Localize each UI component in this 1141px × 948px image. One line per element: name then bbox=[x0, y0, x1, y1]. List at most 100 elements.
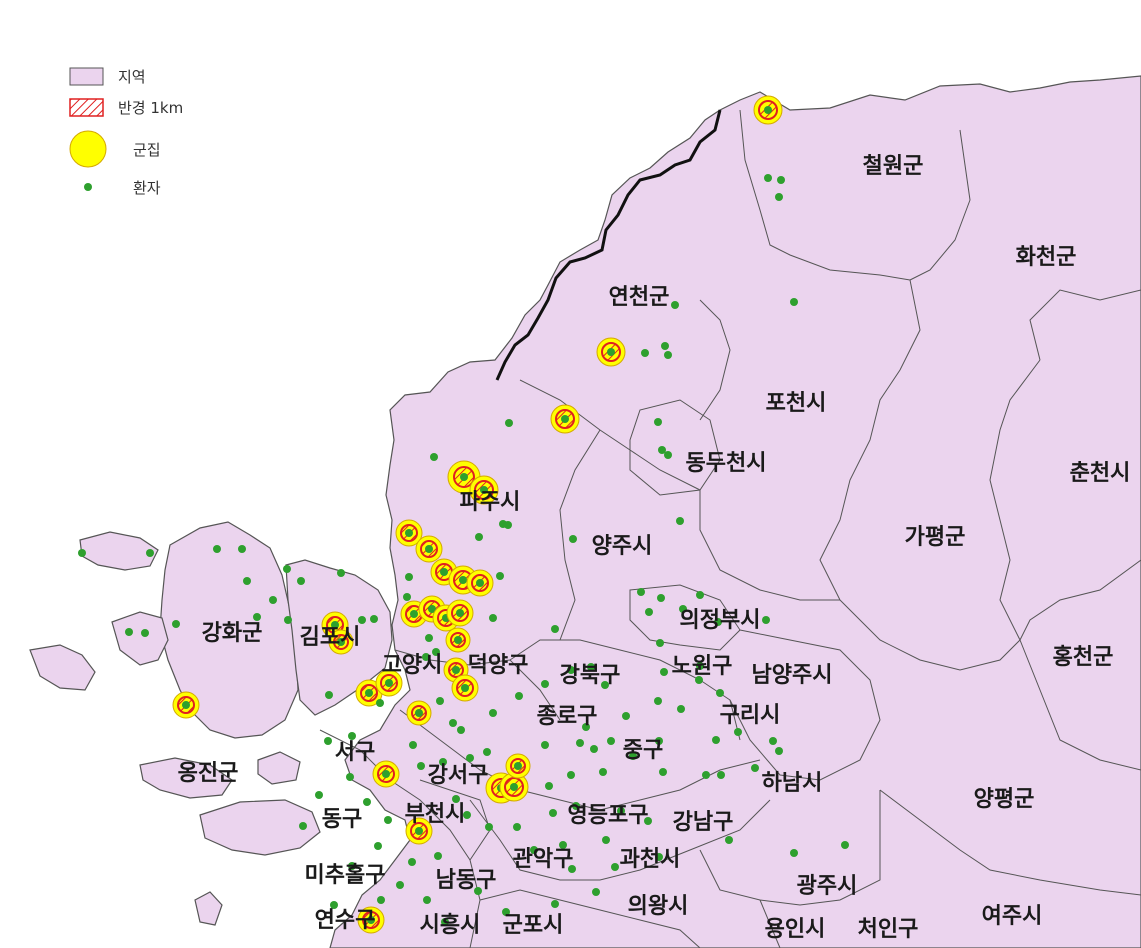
patient-dot bbox=[457, 726, 465, 734]
region-label-namdong: 남동구 bbox=[436, 868, 497, 893]
region-label-jongno: 종로구 bbox=[537, 704, 598, 729]
patient-dot bbox=[496, 572, 504, 580]
patient-dot bbox=[656, 639, 664, 647]
region-label-guri: 구리시 bbox=[720, 703, 781, 728]
patient-dot bbox=[696, 662, 704, 670]
cluster-marker bbox=[596, 337, 626, 367]
patient-dot bbox=[376, 699, 384, 707]
patient-dot bbox=[607, 737, 615, 745]
region-label-seo-gu: 서구 bbox=[335, 740, 375, 765]
patient-dot bbox=[775, 747, 783, 755]
region-label-yangpyeong: 양평군 bbox=[974, 787, 1035, 812]
patient-dot bbox=[644, 817, 652, 825]
patient-dot bbox=[515, 692, 523, 700]
region-label-yongin: 용인시 bbox=[765, 917, 826, 942]
patient-dot bbox=[172, 620, 180, 628]
boundary-uijeongbu bbox=[629, 584, 741, 651]
patient-dot bbox=[315, 791, 323, 799]
patient-dot bbox=[125, 628, 133, 636]
border-coastline bbox=[495, 109, 722, 381]
patient-dot bbox=[502, 908, 510, 916]
region-label-uijeongbu: 의정부시 bbox=[680, 608, 761, 633]
patient-dot bbox=[408, 858, 416, 866]
region-label-yeoju: 여주시 bbox=[982, 904, 1043, 929]
region-label-hanam: 하남시 bbox=[762, 771, 823, 796]
region-label-gangnam: 강남구 bbox=[673, 810, 734, 835]
region-label-jung-gu-seoul: 중구 bbox=[623, 738, 663, 763]
boundary-cheorwon-hwacheon bbox=[909, 129, 971, 281]
cluster-marker bbox=[355, 679, 383, 707]
patient-dot bbox=[545, 782, 553, 790]
region-label-hwacheon: 화천군 bbox=[1016, 245, 1077, 270]
boundary-yangpyeong-yeoju bbox=[879, 789, 1141, 896]
patient-dot bbox=[664, 451, 672, 459]
patient-dot bbox=[551, 625, 559, 633]
patient-dot bbox=[714, 618, 722, 626]
region-label-yangju: 양주시 bbox=[592, 534, 653, 559]
region-label-dong-gu: 동구 bbox=[322, 807, 362, 832]
patient-dot bbox=[541, 680, 549, 688]
region-label-chuncheon: 춘천시 bbox=[1070, 461, 1131, 486]
patient-dot bbox=[370, 615, 378, 623]
legend-buffer-swatch bbox=[69, 98, 104, 117]
patient-dot bbox=[582, 723, 590, 731]
cluster-marker bbox=[357, 906, 385, 934]
patient-dot bbox=[297, 577, 305, 585]
region-label-gwangju: 광주시 bbox=[797, 874, 858, 899]
region-label-paju: 파주시 bbox=[460, 490, 521, 515]
region-label-pocheon: 포천시 bbox=[766, 391, 827, 416]
patient-dot bbox=[466, 754, 474, 762]
patient-dot bbox=[141, 629, 149, 637]
cluster-marker bbox=[405, 817, 433, 845]
land-islet-1 bbox=[79, 531, 159, 571]
boundary-dongducheon bbox=[629, 399, 721, 496]
cluster-marker bbox=[466, 569, 494, 597]
patient-dot bbox=[417, 762, 425, 770]
patient-dot bbox=[513, 823, 521, 831]
patient-dot bbox=[637, 588, 645, 596]
patient-dot bbox=[661, 342, 669, 350]
boundary-gapyeong-yangpyeong bbox=[839, 599, 1021, 671]
patient-dot bbox=[432, 648, 440, 656]
region-label-gunpo: 군포시 bbox=[503, 913, 564, 938]
cluster-marker bbox=[375, 669, 403, 697]
region-label-yeoncheon: 연천군 bbox=[609, 285, 670, 310]
boundary-gyeonggi-south bbox=[699, 790, 881, 906]
cluster-marker bbox=[446, 599, 474, 627]
patient-dot bbox=[654, 697, 662, 705]
patient-dot bbox=[299, 822, 307, 830]
region-labels: 철원군 화천군 연천군 포천시 춘천시 동두천시 파주시 양주시 가평군 의정부… bbox=[178, 154, 1131, 942]
patient-dot bbox=[658, 446, 666, 454]
boundary-yongin bbox=[759, 899, 781, 948]
patient-dot bbox=[403, 593, 411, 601]
patient-dot bbox=[657, 594, 665, 602]
region-label-gangbuk: 강북구 bbox=[560, 663, 621, 688]
patient-dot bbox=[725, 836, 733, 844]
patient-dot bbox=[601, 681, 609, 689]
patient-dot bbox=[238, 545, 246, 553]
district-boundaries bbox=[319, 109, 1141, 948]
boundary-han-river bbox=[399, 709, 761, 811]
patient-dot bbox=[576, 739, 584, 747]
patient-dot bbox=[645, 608, 653, 616]
land-islet-2 bbox=[111, 611, 169, 666]
patient-dot bbox=[425, 634, 433, 642]
patient-dot bbox=[587, 663, 595, 671]
patient-dot bbox=[679, 605, 687, 613]
patient-dot bbox=[430, 453, 438, 461]
legend-patient-label: 환자 bbox=[133, 179, 161, 197]
boundary-gapyeong-chuncheon bbox=[989, 359, 1041, 641]
region-label-nowon: 노원구 bbox=[672, 654, 733, 679]
cluster-marker bbox=[499, 772, 529, 802]
region-label-ongjin: 옹진군 bbox=[178, 761, 239, 786]
cluster-marker bbox=[505, 753, 531, 779]
patient-dot bbox=[568, 865, 576, 873]
patient-dot bbox=[253, 613, 261, 621]
patient-dot bbox=[330, 901, 338, 909]
cluster-marker bbox=[415, 535, 443, 563]
cluster-marker bbox=[445, 627, 471, 653]
patient-dot bbox=[384, 816, 392, 824]
patient-dot bbox=[269, 596, 277, 604]
boundary-siheung bbox=[479, 889, 701, 948]
patient-dot bbox=[284, 616, 292, 624]
